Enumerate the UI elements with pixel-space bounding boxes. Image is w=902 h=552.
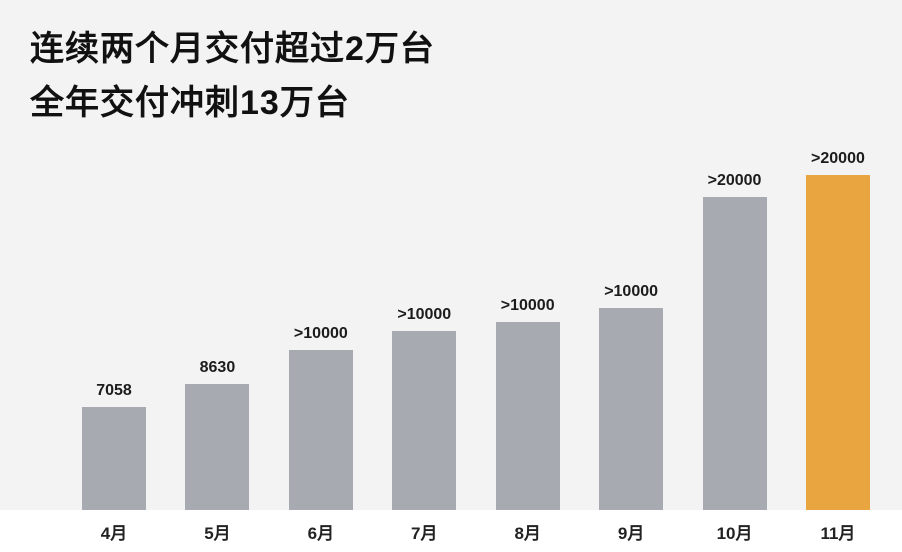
bar-group: >10000 7月: [388, 306, 460, 552]
bar-month-label: 5月: [204, 523, 231, 543]
bar-month-label: 9月: [617, 523, 645, 543]
x-axis-strip: [0, 510, 902, 552]
bar: [392, 331, 457, 510]
bar-month-label: 11月: [820, 523, 856, 543]
bar-value-label: >20000: [811, 150, 865, 167]
bar: [185, 384, 250, 510]
bar-chart: 7058 4月 8630 5月 >10000 6月 >10000 7月 >100…: [78, 150, 874, 552]
bar-group: 8630 5月: [181, 359, 253, 552]
bar-value-label: >10000: [293, 325, 348, 342]
bar-group: 7058 4月: [78, 382, 150, 552]
bar-month-label: 4月: [100, 523, 128, 543]
chart-title: 连续两个月交付超过2万台 全年交付冲刺13万台: [30, 22, 435, 131]
bar-month-label: 10月: [716, 523, 753, 543]
chart-title-line1: 连续两个月交付超过2万台: [30, 30, 435, 68]
bar-group: >20000 11月: [802, 150, 874, 552]
bar-value-label: >10000: [604, 283, 659, 300]
bar-month-label: 7月: [411, 523, 438, 543]
bar-group: >10000 6月: [285, 325, 357, 552]
bar-value-label: >20000: [707, 172, 762, 189]
bar-month-label: 6月: [307, 523, 335, 543]
bar-value-label: 7058: [96, 382, 132, 399]
bar-value-label: 8630: [199, 359, 236, 376]
bar-value-label: >10000: [397, 306, 452, 323]
chart-title-line2: 全年交付冲刺13万台: [30, 84, 350, 123]
bar: [599, 308, 664, 510]
bar-value-label: >10000: [500, 297, 555, 314]
bar: [805, 175, 870, 510]
bar-group: >10000 9月: [595, 283, 667, 552]
bar-group: >20000 10月: [699, 172, 771, 552]
bar: [495, 322, 560, 510]
bar-month-label: 8月: [514, 523, 541, 543]
bar: [288, 350, 353, 510]
bar: [82, 407, 146, 510]
bar-group: >10000 8月: [492, 297, 564, 552]
bar: [702, 197, 767, 510]
